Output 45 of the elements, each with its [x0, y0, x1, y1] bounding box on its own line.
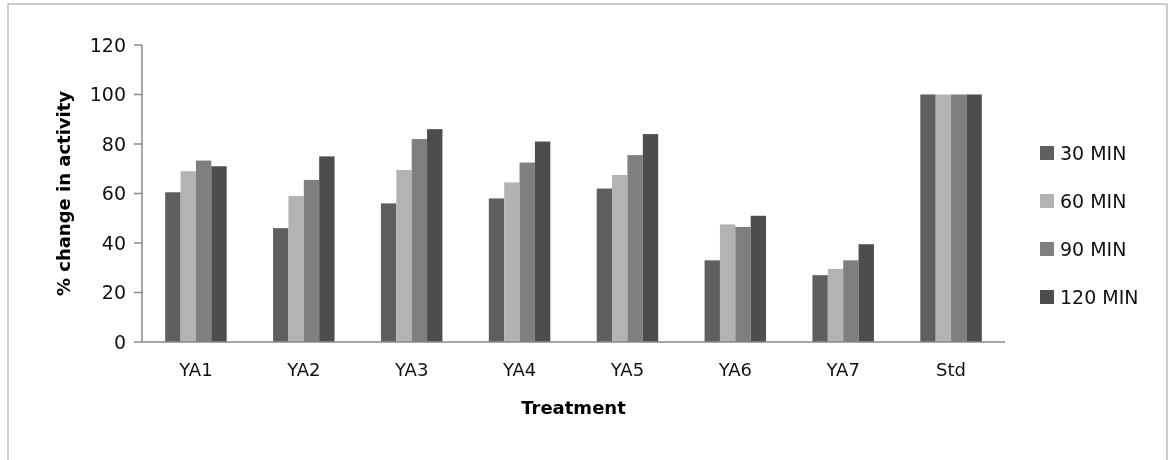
- bar: [211, 166, 227, 342]
- bar: [427, 129, 443, 342]
- x-tick-label: YA3: [394, 359, 429, 380]
- y-tick-label: 120: [89, 33, 126, 56]
- bar: [165, 192, 181, 342]
- x-tick-label: YA1: [178, 359, 213, 380]
- bar: [504, 182, 520, 342]
- x-tick-label: YA4: [501, 359, 537, 380]
- bar: [488, 198, 505, 342]
- y-tick-label: 0: [113, 330, 126, 353]
- x-axis-title: Treatment: [521, 397, 627, 418]
- bar: [704, 260, 720, 342]
- y-tick-label: 60: [101, 182, 126, 205]
- bar: [750, 215, 767, 342]
- y-tick-label: 80: [101, 132, 126, 155]
- bar: [812, 275, 828, 342]
- bar: [858, 244, 874, 342]
- x-tick-label: Std: [936, 359, 967, 380]
- x-tick-label: YA5: [609, 359, 645, 380]
- bar: [319, 156, 335, 342]
- x-tick-label: YA7: [825, 359, 860, 380]
- bar: [920, 94, 936, 342]
- y-axis-title: % change in activity: [53, 90, 74, 297]
- bar: [827, 268, 844, 342]
- bar: [596, 188, 613, 342]
- legend-label: 120 MIN: [1060, 285, 1139, 308]
- bar: [719, 224, 736, 342]
- bar: [288, 195, 304, 342]
- y-tick-label: 40: [101, 231, 126, 254]
- legend-label: 90 MIN: [1060, 237, 1127, 260]
- bar: [612, 174, 628, 342]
- bar: [966, 94, 982, 342]
- x-tick-label: YA2: [286, 359, 321, 380]
- bar: [935, 94, 952, 342]
- bar: [380, 203, 397, 342]
- bar: [273, 228, 289, 342]
- y-tick-label: 20: [101, 281, 126, 304]
- bar: [642, 134, 659, 342]
- legend-label: 30 MIN: [1060, 141, 1127, 164]
- bar: [534, 141, 551, 342]
- legend-label: 60 MIN: [1060, 189, 1127, 212]
- bar: [180, 171, 196, 342]
- bar: [396, 169, 412, 342]
- y-tick-label: 100: [89, 83, 126, 106]
- x-tick-label: YA6: [717, 359, 752, 380]
